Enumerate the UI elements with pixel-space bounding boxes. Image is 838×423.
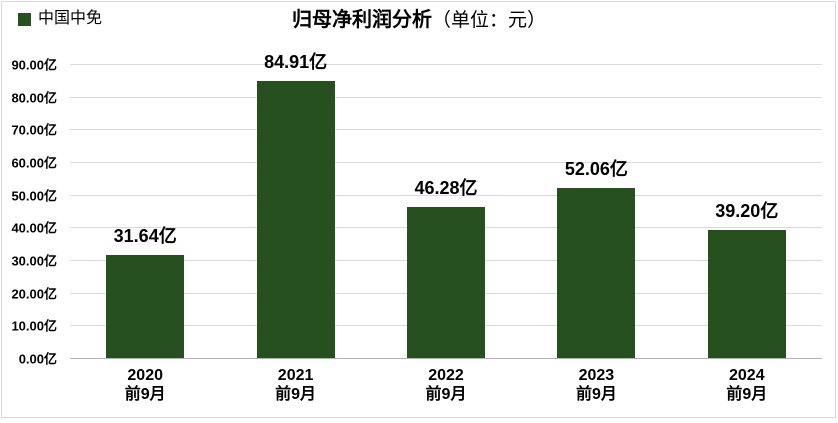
x-axis-label: 2024 前9月	[726, 366, 767, 404]
gridline	[70, 194, 822, 196]
bar-value-label: 31.64亿	[113, 225, 177, 246]
x-label-year: 2022	[428, 367, 464, 384]
x-label-period: 前9月	[124, 386, 166, 403]
gridline	[70, 162, 822, 163]
bar-value-label: 46.28亿	[414, 177, 478, 198]
bar-value-label: 52.06亿	[564, 158, 628, 179]
y-tick-label: 40.00亿	[11, 220, 57, 236]
gridline	[70, 129, 822, 131]
legend-swatch-icon	[18, 12, 31, 26]
x-label-year: 2023	[578, 367, 615, 384]
x-label-period: 前9月	[425, 386, 467, 403]
y-tick-label: 50.00亿	[11, 188, 57, 204]
y-tick-label: 30.00亿	[11, 253, 57, 269]
chart-title: 归母净利润分析（单位：元）	[0, 7, 838, 34]
bar-2022	[407, 206, 485, 358]
y-tick-label: 60.00亿	[11, 155, 57, 171]
y-tick-label: 80.00亿	[11, 90, 57, 106]
chart-title-unit: （单位：元）	[431, 10, 546, 31]
x-axis-label: 2021 前9月	[275, 366, 316, 404]
chart-title-main: 归母净利润分析	[291, 9, 432, 31]
y-axis: 0.00亿 10.00亿 20.00亿 30.00亿 40.00亿 50.00亿 60.00…	[0, 58, 57, 367]
bar-2021	[256, 80, 335, 358]
x-label-year: 2021	[277, 367, 314, 384]
x-label-period: 前9月	[575, 386, 617, 403]
x-axis-label: 2023 前9月	[576, 366, 617, 404]
bar-value-label: 84.91亿	[264, 51, 328, 72]
x-label-year: 2020	[127, 367, 163, 384]
bar-value-label: 39.20亿	[715, 200, 779, 221]
y-tick-label: 70.00亿	[11, 122, 57, 138]
bar-2023	[557, 187, 636, 358]
x-axis-label: 2022 前9月	[426, 366, 467, 404]
y-tick-label: 0.00亿	[18, 351, 57, 367]
y-tick-label: 10.00亿	[11, 318, 57, 334]
gridline	[70, 64, 822, 65]
x-label-period: 前9月	[275, 386, 317, 403]
legend-label: 中国中免	[38, 10, 103, 27]
x-label-year: 2024	[729, 367, 765, 384]
y-tick-label: 90.00亿	[11, 57, 57, 73]
x-axis-label: 2020 前9月	[125, 366, 166, 404]
plot-area: 31.64亿 2020 前9月 84.91亿 2021 前9月 46.28亿 2022 前9月 5…	[70, 52, 822, 403]
bar-2020	[106, 254, 185, 358]
x-axis-line	[70, 358, 822, 359]
gridline	[70, 96, 822, 98]
y-tick-label: 20.00亿	[11, 286, 57, 302]
x-label-period: 前9月	[726, 386, 768, 403]
bar-2024	[707, 229, 786, 358]
legend: 中国中免	[18, 11, 102, 27]
